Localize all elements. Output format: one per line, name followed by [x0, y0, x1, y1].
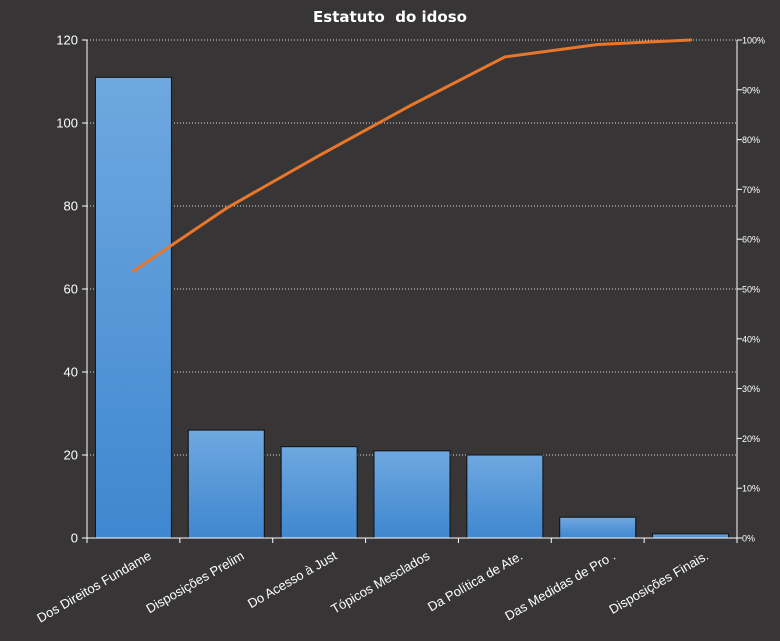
- cumulative-point-4: [410, 103, 414, 107]
- bar-7: [652, 533, 730, 539]
- bar-layer: [94, 76, 730, 539]
- right-tick-label: 50%: [742, 285, 760, 295]
- line-layer: [131, 38, 693, 273]
- right-tick-label: 80%: [742, 135, 760, 145]
- right-tick-label: 40%: [742, 334, 760, 344]
- bar-4: [373, 450, 451, 539]
- right-tick-label: 0%: [742, 534, 755, 544]
- cumulative-point-7: [689, 38, 693, 42]
- cumulative-point-2: [224, 206, 228, 210]
- right-tick-label: 30%: [742, 384, 760, 394]
- bar-2: [187, 429, 265, 539]
- left-tick-label: 20: [64, 448, 78, 463]
- category-label: Da Política de Ate.: [425, 548, 525, 614]
- left-tick-label: 100: [56, 116, 78, 131]
- right-tick-label: 20%: [742, 434, 760, 444]
- left-tick-label: 0: [71, 531, 78, 546]
- chart-title: Estatuto do idoso: [313, 8, 467, 26]
- right-tick-label: 70%: [742, 185, 760, 195]
- axis-layer: [82, 39, 742, 543]
- category-label: Disposições Finais.: [606, 548, 710, 617]
- cumulative-point-3: [317, 154, 321, 158]
- cumulative-line: [131, 38, 693, 273]
- bar-3: [280, 446, 358, 539]
- category-label: Tópicos Mesclados: [328, 548, 432, 617]
- category-label: Dos Direitos Fundame: [34, 548, 154, 626]
- right-tick-label: 100%: [742, 36, 765, 46]
- cumulative-point-1: [131, 269, 135, 273]
- cumulative-point-6: [596, 42, 600, 46]
- category-label: Do Acesso à Just: [245, 548, 340, 611]
- left-tick-label: 40: [64, 365, 78, 380]
- right-tick-label: 60%: [742, 235, 760, 245]
- bar-1: [94, 76, 172, 539]
- right-tick-label: 90%: [742, 85, 760, 95]
- grid-layer: [87, 39, 737, 456]
- cumulative-point-5: [503, 55, 507, 59]
- left-tick-label: 60: [64, 282, 78, 297]
- left-tick-label: 120: [56, 33, 78, 48]
- right-tick-label: 10%: [742, 484, 760, 494]
- bar-6: [559, 516, 637, 539]
- left-tick-label: 80: [64, 199, 78, 214]
- bar-5: [466, 454, 544, 539]
- category-label: Disposições Prelim: [143, 548, 246, 616]
